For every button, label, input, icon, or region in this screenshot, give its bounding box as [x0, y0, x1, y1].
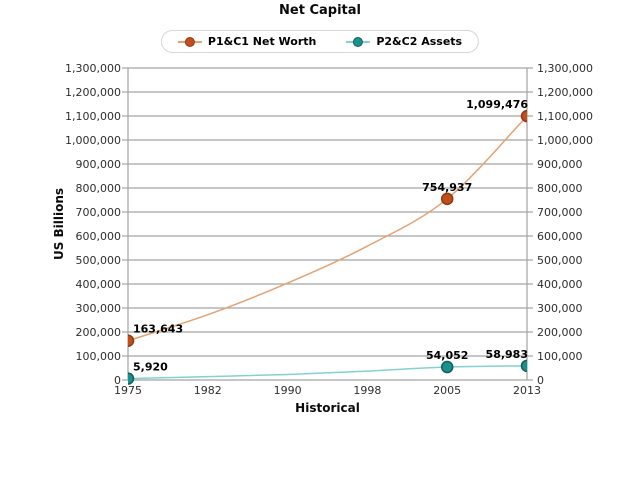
y-axis-tick-label: 700,000 — [537, 205, 583, 219]
data-point-marker[interactable] — [123, 334, 135, 347]
y-axis-tick-label: 500,000 — [537, 253, 583, 267]
y-axis-tick-label: 200,000 — [537, 325, 583, 339]
data-point-marker[interactable] — [440, 360, 454, 374]
data-point-label: 5,920 — [133, 361, 168, 374]
y-axis-tick-label: 300,000 — [75, 301, 122, 315]
y-axis-tick-label: 800,000 — [537, 181, 583, 195]
y-axis-tick-label: 1,300,000 — [65, 61, 121, 75]
legend: P1&C1 Net Worth P2&C2 Assets — [160, 30, 480, 53]
legend-label: P1&C1 Net Worth — [207, 35, 317, 48]
y-axis-tick-label: 200,000 — [75, 325, 122, 339]
y-axis-tick-label: 0 — [114, 373, 121, 387]
y-axis-tick-label: 600,000 — [537, 229, 583, 243]
data-point-marker[interactable] — [123, 372, 135, 385]
data-point-marker[interactable] — [520, 109, 533, 123]
y-axis-tick-label: 1,200,000 — [537, 85, 593, 99]
x-axis-title: Historical — [295, 401, 360, 415]
y-axis-tick-label: 0 — [537, 373, 544, 387]
y-axis-tick-label: 1,000,000 — [65, 133, 121, 147]
data-point-label: 163,643 — [133, 323, 183, 336]
p2c2-series-marker-icon — [346, 36, 371, 47]
legend-label: P2&C2 Assets — [376, 35, 463, 48]
chart-title: Net Capital — [279, 3, 361, 18]
data-point-label: 58,983 — [486, 348, 528, 361]
plot-area: 163,643 754,937 1,099,476 5,920 54,052 58,983 — [122, 67, 533, 385]
y-axis-tick-label: 400,000 — [537, 277, 583, 291]
y-axis-tick-label: 1,100,000 — [537, 109, 593, 123]
legend-item-p1c1-net-worth[interactable]: P1&C1 Net Worth — [177, 35, 317, 48]
x-axis-tick-label: 2013 — [513, 384, 541, 397]
y-axis-tick-label: 1,100,000 — [65, 109, 121, 123]
y-axis-tick-label: 1,000,000 — [537, 133, 593, 147]
x-axis-tick-label: 1975 — [114, 384, 142, 397]
y-axis-tick-label: 1,300,000 — [537, 61, 593, 75]
y-axis-tick-label: 1,200,000 — [65, 85, 121, 99]
p1c1-series-marker-icon — [177, 36, 202, 47]
data-point-label: 54,052 — [426, 349, 468, 362]
y-axis-tick-label: 100,000 — [537, 349, 583, 363]
data-point-marker[interactable] — [440, 192, 454, 206]
y-axis-tick-label: 300,000 — [537, 301, 583, 315]
y-axis-tick-label: 500,000 — [75, 253, 122, 267]
x-axis-tick-label: 2005 — [433, 384, 462, 397]
y-axis-tick-label: 700,000 — [75, 205, 122, 219]
y-axis-tick-label: 900,000 — [75, 157, 122, 171]
y-axis-tick-label: 900,000 — [537, 157, 583, 171]
x-axis-tick-label: 1998 — [353, 384, 382, 397]
y-axis-tick-label: 600,000 — [75, 229, 122, 243]
data-point-label: 1,099,476 — [466, 98, 528, 111]
y-axis-tick-label: 400,000 — [75, 277, 122, 291]
x-axis-tick-label: 1982 — [193, 384, 222, 397]
y-axis-tick-label: 800,000 — [75, 181, 122, 195]
data-point-marker[interactable] — [520, 359, 533, 373]
legend-item-p2c2-assets[interactable]: P2&C2 Assets — [346, 35, 462, 48]
data-point-label: 754,937 — [422, 181, 472, 194]
y-axis-tick-label: 100,000 — [75, 349, 122, 363]
x-axis-tick-label: 1990 — [273, 384, 302, 397]
